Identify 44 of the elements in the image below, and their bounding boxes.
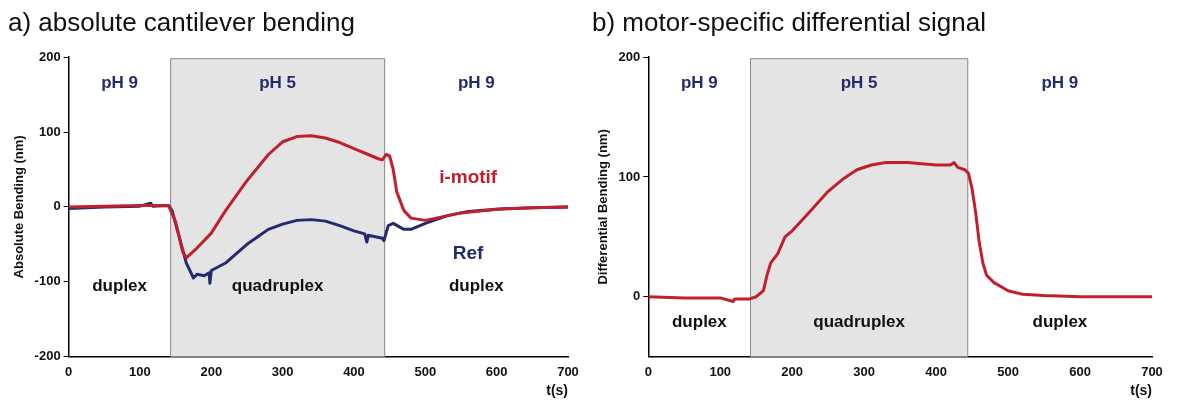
x-tick-label: 300 — [853, 363, 876, 379]
y-tick-label: 100 — [618, 168, 641, 184]
annotation: pH 9 — [101, 72, 139, 92]
annotation: quadruplex — [231, 276, 324, 296]
y-axis-title: Absolute Bending (nm) — [11, 135, 27, 279]
y-tick-label: 200 — [618, 48, 641, 64]
series-label: i-motif — [439, 165, 498, 187]
x-tick-label: 600 — [1069, 363, 1091, 379]
x-tick-label: 0 — [65, 363, 73, 379]
y-tick-label: 100 — [38, 123, 61, 139]
x-tick-label: 700 — [1141, 363, 1163, 379]
y-axis-title: Differential Bending (nm) — [595, 129, 611, 285]
annotation: duplex — [671, 312, 728, 332]
annotation: pH 9 — [457, 72, 495, 92]
annotation: pH 5 — [259, 72, 297, 92]
annotation: pH 9 — [1041, 72, 1079, 92]
x-tick-label: 0 — [644, 363, 652, 379]
x-tick-label: 600 — [485, 363, 508, 379]
y-tick-label: 0 — [53, 198, 61, 214]
x-tick-label: 500 — [997, 363, 1019, 379]
x-tick-label: 400 — [925, 363, 947, 379]
annotation: duplex — [1032, 312, 1088, 332]
annotation: duplex — [92, 276, 148, 296]
chart-title: a) absolute cantilever bending — [8, 6, 355, 37]
x-tick-label: 300 — [271, 363, 294, 379]
x-tick-label: 400 — [343, 363, 365, 379]
annotation: pH 5 — [840, 72, 878, 92]
x-axis-title: t(s) — [1130, 382, 1152, 399]
x-tick-label: 200 — [781, 363, 804, 379]
y-tick-label: 200 — [38, 48, 61, 64]
series-label: Ref — [452, 242, 485, 264]
y-tick-label: -200 — [34, 348, 61, 364]
annotation: duplex — [448, 276, 505, 296]
x-tick-label: 200 — [200, 363, 223, 379]
y-tick-label: 0 — [633, 288, 641, 304]
annotation: quadruplex — [813, 312, 906, 332]
y-tick-label: -100 — [34, 273, 61, 289]
x-tick-label: 700 — [557, 363, 579, 379]
x-tick-label: 500 — [414, 363, 437, 379]
x-tick-label: 100 — [129, 363, 151, 379]
x-tick-label: 100 — [709, 363, 732, 379]
x-axis-title: t(s) — [546, 382, 568, 399]
chart-title: b) motor-specific differential signal — [592, 6, 987, 37]
annotation: pH 9 — [680, 72, 718, 92]
